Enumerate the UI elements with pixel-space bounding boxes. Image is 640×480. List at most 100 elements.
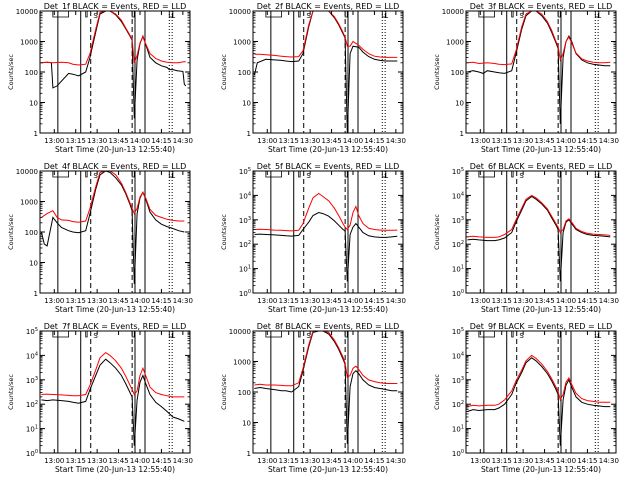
x-tick-label: 13:30 [513, 297, 533, 305]
data-gap-marker [344, 11, 348, 18]
marker-label-s: S [93, 12, 98, 20]
y-tick-label: 102 [239, 240, 251, 249]
y-tick-label: 10 [29, 260, 38, 268]
marker-label-s: S [306, 172, 311, 180]
x-axis-label: Start Time (20-Jun-13 12:55:40) [268, 465, 388, 474]
chart-title: Det_9f BLACK = Events, RED = LLD [470, 322, 613, 331]
y-axis-label: Counts/sec [433, 54, 441, 90]
data-gap-marker [594, 171, 600, 178]
x-tick-label: 13:45 [534, 457, 554, 465]
marker-label-l: L [384, 172, 388, 180]
x-tick-label: 14:00 [556, 137, 576, 145]
x-tick-label: 13:00 [44, 457, 64, 465]
y-axis-label: Counts/sec [220, 214, 228, 250]
x-tick-label: 14:30 [173, 457, 193, 465]
chart-panel-2: Det_2f BLACK = Events, RED = LLD Start Ti… [220, 2, 406, 154]
y-tick-label: 101 [26, 425, 38, 434]
x-tick-label: 14:30 [599, 457, 619, 465]
data-gap-marker [594, 11, 600, 18]
x-tick-label: 14:00 [343, 137, 363, 145]
x-tick-label: 13:15 [492, 137, 512, 145]
x-tick-label: 14:15 [364, 137, 384, 145]
data-gap-marker [381, 11, 387, 18]
series-lld-line [467, 194, 611, 238]
y-tick-label: 1 [34, 130, 38, 138]
y-tick-label: 100 [26, 449, 38, 458]
marker-label-l: L [597, 12, 601, 20]
y-tick-label: 105 [452, 167, 464, 176]
x-tick-label: 14:30 [386, 297, 406, 305]
x-tick-label: 14:30 [599, 137, 619, 145]
y-tick-label: 104 [452, 191, 464, 200]
chart-panel-5: Det_5f BLACK = Events, RED = LLD Start Ti… [220, 162, 406, 314]
x-tick-label: 13:00 [470, 457, 490, 465]
y-tick-label: 102 [452, 400, 464, 409]
y-tick-label: 102 [26, 400, 38, 409]
marker-label-l: L [171, 12, 175, 20]
y-tick-label: 10000 [442, 8, 464, 16]
data-gap-marker [511, 11, 514, 18]
chart-panel-4: Det_4f BLACK = Events, RED = LLD Start Ti… [7, 162, 193, 314]
y-axis-label: Counts/sec [7, 54, 15, 90]
y-tick-label: 100 [452, 289, 464, 298]
x-tick-label: 14:15 [577, 297, 597, 305]
x-tick-label: 13:45 [321, 297, 341, 305]
series-lld-line [41, 171, 185, 223]
y-tick-label: 1 [460, 130, 464, 138]
x-tick-label: 13:45 [534, 137, 554, 145]
series-lld-line [467, 11, 611, 66]
data-gap-marker [511, 171, 514, 178]
series-events-line [253, 11, 398, 133]
data-gap-marker [478, 331, 495, 338]
data-gap-marker [52, 171, 69, 178]
x-tick-label: 13:15 [492, 297, 512, 305]
y-tick-label: 104 [239, 191, 251, 200]
x-tick-label: 14:00 [556, 297, 576, 305]
y-tick-label: 101 [452, 425, 464, 434]
x-axis-label: Start Time (20-Jun-13 12:55:40) [481, 145, 601, 154]
y-axis-label: Counts/sec [220, 374, 228, 410]
plot-frame [252, 170, 404, 294]
y-tick-label: 101 [239, 265, 251, 274]
reference-lines [478, 11, 600, 133]
data-gap-marker [168, 171, 174, 178]
marker-label-s: S [93, 172, 98, 180]
y-tick-label: 10 [242, 420, 251, 428]
y-tick-label: 102 [452, 240, 464, 249]
y-tick-label: 100 [238, 69, 251, 77]
x-tick-label: 13:30 [300, 137, 320, 145]
x-tick-label: 13:15 [66, 457, 86, 465]
marker-label-s: S [93, 332, 98, 340]
data-gap-marker [344, 331, 348, 338]
chart-panel-3: Det_3f BLACK = Events, RED = LLD Start Ti… [433, 2, 619, 154]
marker-label-s: S [519, 172, 524, 180]
plot-frame [465, 10, 617, 134]
x-tick-label: 13:00 [470, 137, 490, 145]
y-axis-label: Counts/sec [7, 374, 15, 410]
chart-panel-1: Det_1f BLACK = Events, RED = LLD Start Ti… [7, 2, 193, 154]
data-gap-marker [85, 171, 88, 178]
x-tick-label: 13:00 [44, 137, 64, 145]
y-tick-label: 10 [29, 100, 38, 108]
chart-title: Det_1f BLACK = Events, RED = LLD [44, 2, 187, 11]
series-events-line [467, 357, 611, 446]
plot-frame [252, 330, 404, 454]
x-tick-label: 13:15 [279, 297, 299, 305]
y-tick-label: 10000 [16, 168, 38, 176]
marker-label-l: L [597, 332, 601, 340]
x-tick-label: 14:15 [364, 457, 384, 465]
y-tick-label: 100 [25, 69, 38, 77]
marker-label-s: S [519, 332, 524, 340]
x-tick-label: 13:45 [108, 137, 128, 145]
series-lld-line [41, 351, 185, 398]
chart-panel-8: Det_8f BLACK = Events, RED = LLD Start Ti… [220, 322, 406, 474]
x-tick-label: 14:15 [151, 137, 171, 145]
data-gap-marker [557, 11, 561, 18]
marker-label-l: L [171, 172, 175, 180]
series-events-line [40, 171, 185, 284]
chart-title: Det_3f BLACK = Events, RED = LLD [470, 2, 613, 11]
x-tick-label: 13:45 [321, 457, 341, 465]
chart-title: Det_6f BLACK = Events, RED = LLD [470, 162, 613, 171]
data-gap-marker [557, 331, 561, 338]
plot-frame [465, 170, 617, 294]
